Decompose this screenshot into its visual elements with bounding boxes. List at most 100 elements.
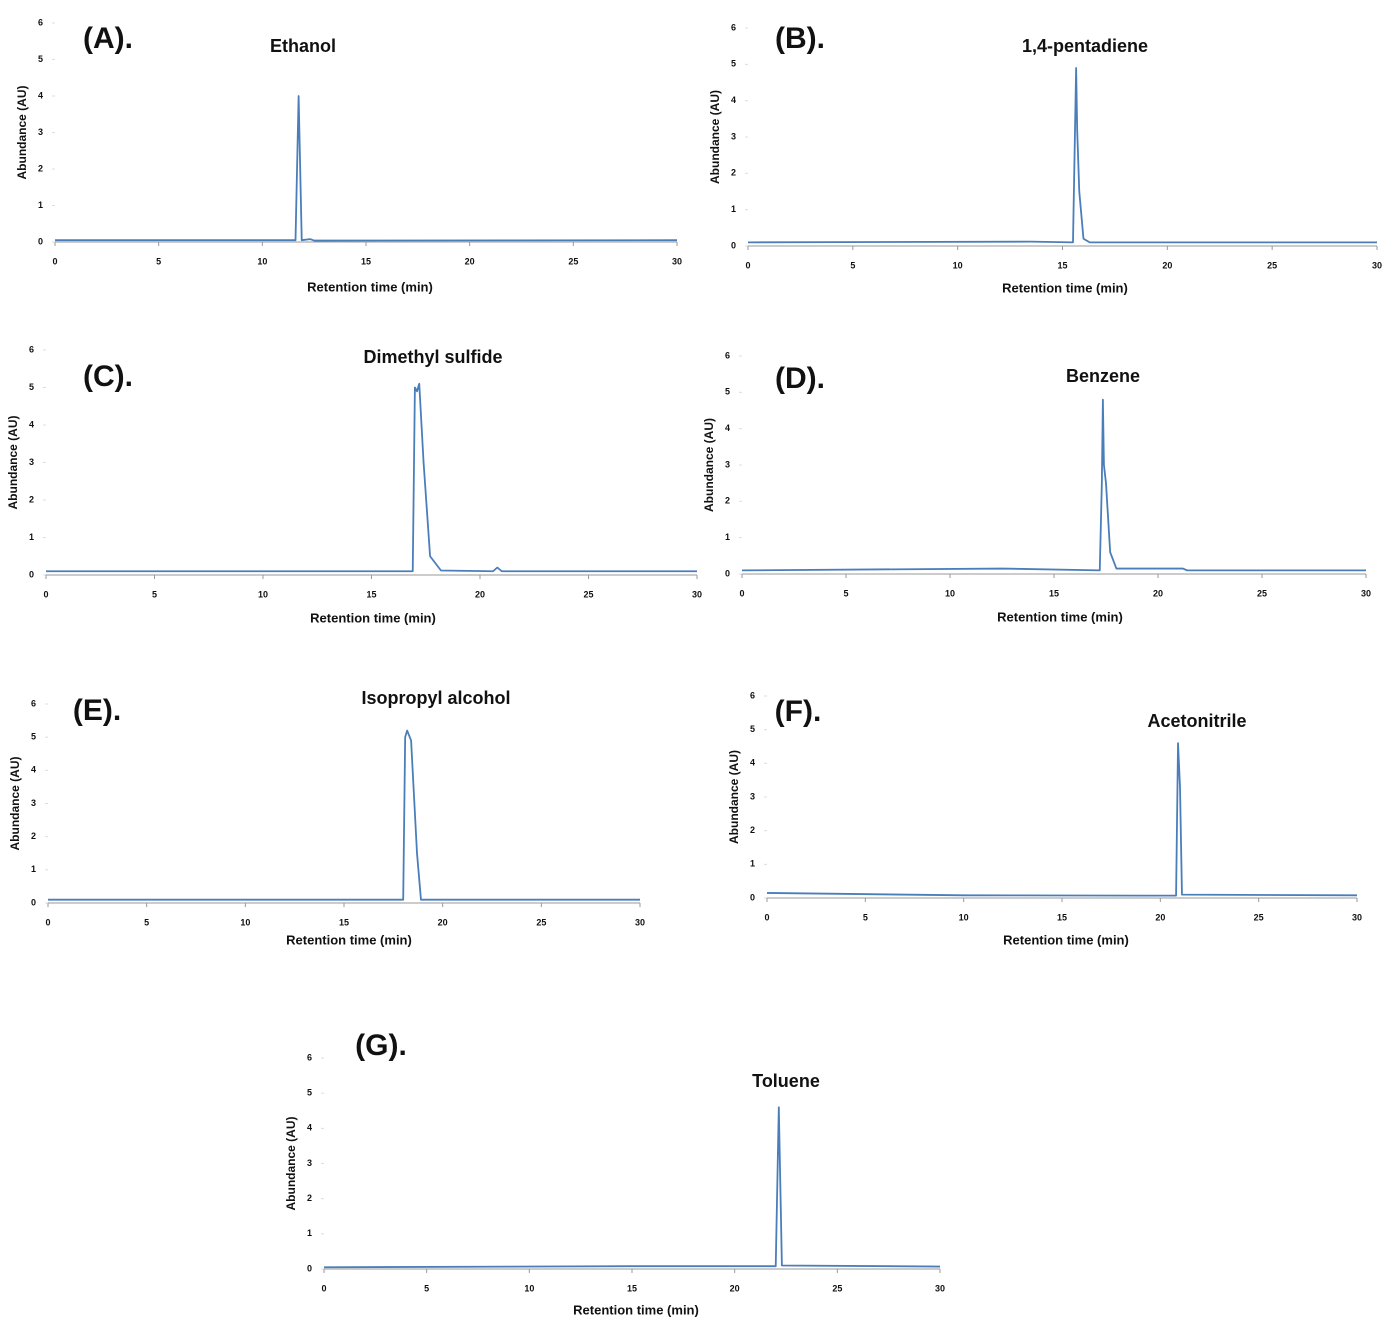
y-tick-label: 3 xyxy=(31,798,36,808)
x-tick-label: 5 xyxy=(863,912,868,922)
y-tick-label: 4 xyxy=(307,1123,312,1133)
x-tick-label: 25 xyxy=(583,589,593,599)
x-tick-label: 15 xyxy=(339,917,349,927)
x-tick-label: 15 xyxy=(366,589,376,599)
x-tick-label: 0 xyxy=(764,912,769,922)
x-tick-label: 0 xyxy=(739,588,744,598)
x-tick-label: 30 xyxy=(1361,588,1371,598)
y-tick-label: 2 xyxy=(750,825,755,835)
x-tick-label: 20 xyxy=(1155,912,1165,922)
y-tick-label: 0 xyxy=(31,897,36,907)
chromatogram-line xyxy=(55,95,678,242)
panel-label: (E). xyxy=(73,694,121,727)
y-tick-label: 5 xyxy=(38,54,43,64)
y-tick-label: 5 xyxy=(750,724,755,734)
x-tick-label: 15 xyxy=(1057,260,1067,270)
x-tick-label: 25 xyxy=(1257,588,1267,598)
y-tick-label: 0 xyxy=(750,892,755,902)
y-tick-label: 6 xyxy=(307,1052,312,1062)
x-tick-label: 5 xyxy=(152,589,157,599)
x-tick-label: 0 xyxy=(43,589,48,599)
x-tick-label: 30 xyxy=(935,1283,945,1293)
x-axis-title: Retention time (min) xyxy=(286,932,412,947)
y-tick-label: 3 xyxy=(725,459,730,469)
y-tick-label: 2 xyxy=(31,831,36,841)
y-tick-label: 6 xyxy=(38,17,43,27)
y-tick-label: 5 xyxy=(307,1088,312,1098)
chart-title: 1,4-pentadiene xyxy=(1022,36,1148,56)
x-tick-label: 10 xyxy=(959,912,969,922)
y-tick-label: 3 xyxy=(307,1158,312,1168)
y-tick-label: 6 xyxy=(31,698,36,708)
y-tick-label: 6 xyxy=(731,22,736,32)
x-tick-label: 20 xyxy=(465,256,475,266)
x-tick-label: 0 xyxy=(745,260,750,270)
chart-title: Dimethyl sulfide xyxy=(363,347,502,367)
x-tick-label: 10 xyxy=(945,588,955,598)
x-tick-label: 20 xyxy=(1162,260,1172,270)
x-tick-label: 30 xyxy=(692,589,702,599)
panel-label: (C). xyxy=(83,360,133,393)
x-tick-label: 30 xyxy=(1352,912,1362,922)
panel-label: (B). xyxy=(775,22,825,55)
y-tick-label: 6 xyxy=(29,344,34,354)
chromatogram-line xyxy=(323,1106,941,1269)
y-tick-label: 4 xyxy=(725,423,730,433)
x-axis-title: Retention time (min) xyxy=(573,1302,699,1317)
x-axis-title: Retention time (min) xyxy=(1002,280,1128,295)
y-tick-label: 2 xyxy=(307,1193,312,1203)
y-axis-title: Abundance (AU) xyxy=(702,418,716,512)
y-axis-title: Abundance (AU) xyxy=(708,90,722,184)
panel-label: (D). xyxy=(775,362,825,395)
chart-title: Ethanol xyxy=(270,36,336,56)
x-axis-title: Retention time (min) xyxy=(310,610,436,625)
x-tick-label: 10 xyxy=(258,589,268,599)
y-tick-label: 4 xyxy=(29,419,34,429)
chromatogram-line xyxy=(48,729,640,901)
x-tick-label: 5 xyxy=(843,588,848,598)
y-tick-label: 0 xyxy=(307,1263,312,1273)
y-tick-label: 1 xyxy=(31,864,36,874)
y-tick-label: 0 xyxy=(731,240,736,250)
x-tick-label: 20 xyxy=(1153,588,1163,598)
x-tick-label: 20 xyxy=(475,589,485,599)
y-tick-label: 1 xyxy=(731,204,736,214)
chart-title: Toluene xyxy=(752,1071,820,1091)
x-tick-label: 5 xyxy=(144,917,149,927)
x-tick-label: 25 xyxy=(832,1283,842,1293)
y-tick-label: 2 xyxy=(29,494,34,504)
y-axis-title: Abundance (AU) xyxy=(727,750,741,844)
panel-label: (A). xyxy=(83,22,133,55)
y-tick-label: 0 xyxy=(725,568,730,578)
x-axis-title: Retention time (min) xyxy=(1003,932,1129,947)
y-tick-label: 2 xyxy=(38,163,43,173)
y-tick-label: 2 xyxy=(725,496,730,506)
panel-label: (F). xyxy=(775,695,822,728)
chart-title: Acetonitrile xyxy=(1147,711,1246,731)
x-tick-label: 5 xyxy=(424,1283,429,1293)
x-tick-label: 10 xyxy=(953,260,963,270)
y-tick-label: 1 xyxy=(307,1228,312,1238)
x-tick-label: 10 xyxy=(240,917,250,927)
x-axis-title: Retention time (min) xyxy=(307,279,433,294)
y-tick-label: 0 xyxy=(29,569,34,579)
chromatogram-line xyxy=(741,398,1366,572)
y-tick-label: 3 xyxy=(731,131,736,141)
y-tick-label: 1 xyxy=(750,859,755,869)
x-tick-label: 10 xyxy=(257,256,267,266)
chart-title: Isopropyl alcohol xyxy=(361,688,510,708)
chromatogram-line xyxy=(747,67,1377,244)
y-tick-label: 1 xyxy=(38,200,43,210)
x-tick-label: 25 xyxy=(1254,912,1264,922)
x-tick-label: 20 xyxy=(730,1283,740,1293)
y-tick-label: 4 xyxy=(31,765,36,775)
x-tick-label: 20 xyxy=(438,917,448,927)
y-axis-title: Abundance (AU) xyxy=(6,416,20,510)
y-tick-label: 5 xyxy=(725,387,730,397)
y-tick-label: 1 xyxy=(29,532,34,542)
y-tick-label: 5 xyxy=(29,382,34,392)
x-tick-label: 30 xyxy=(1372,260,1382,270)
x-tick-label: 25 xyxy=(568,256,578,266)
y-tick-label: 2 xyxy=(731,168,736,178)
